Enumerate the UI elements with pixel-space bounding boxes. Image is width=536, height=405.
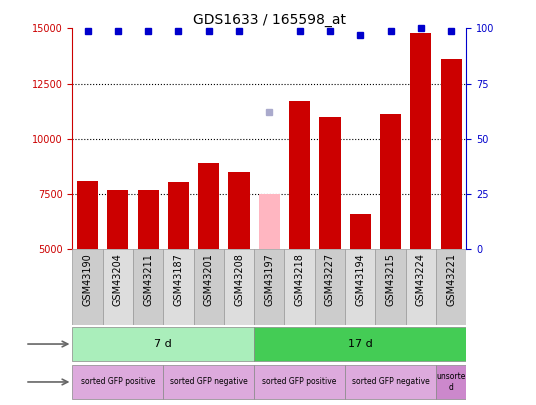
Text: GSM43227: GSM43227 xyxy=(325,253,335,306)
Bar xyxy=(406,249,436,325)
Text: sorted GFP negative: sorted GFP negative xyxy=(352,377,429,386)
Bar xyxy=(375,249,406,325)
Bar xyxy=(198,163,219,249)
Bar xyxy=(319,117,340,249)
Bar xyxy=(168,182,189,249)
Text: GSM43215: GSM43215 xyxy=(385,253,396,306)
Bar xyxy=(441,59,462,249)
Bar xyxy=(380,115,401,249)
Text: 7 d: 7 d xyxy=(154,339,172,349)
Text: GSM43197: GSM43197 xyxy=(264,253,274,306)
Bar xyxy=(349,214,371,249)
Bar xyxy=(72,249,103,325)
Text: sorted GFP positive: sorted GFP positive xyxy=(263,377,337,386)
Bar xyxy=(254,327,466,361)
Text: 17 d: 17 d xyxy=(348,339,373,349)
Text: GSM43218: GSM43218 xyxy=(295,253,304,306)
Text: GSM43201: GSM43201 xyxy=(204,253,214,306)
Bar xyxy=(133,249,163,325)
Bar xyxy=(315,249,345,325)
Bar xyxy=(436,365,466,399)
Title: GDS1633 / 165598_at: GDS1633 / 165598_at xyxy=(193,13,346,27)
Text: GSM43190: GSM43190 xyxy=(83,253,93,306)
Bar xyxy=(289,101,310,249)
Bar xyxy=(77,181,98,249)
Text: unsorte
d: unsorte d xyxy=(436,372,466,392)
Bar xyxy=(72,327,254,361)
Text: GSM43208: GSM43208 xyxy=(234,253,244,306)
Bar xyxy=(228,172,250,249)
Bar xyxy=(410,33,431,249)
Bar xyxy=(254,249,285,325)
Text: GSM43221: GSM43221 xyxy=(446,253,456,306)
Bar xyxy=(345,249,375,325)
Bar xyxy=(163,249,193,325)
Bar xyxy=(163,365,254,399)
Bar xyxy=(72,365,163,399)
Text: GSM43187: GSM43187 xyxy=(174,253,183,306)
Bar xyxy=(193,249,224,325)
Bar xyxy=(103,249,133,325)
Text: GSM43194: GSM43194 xyxy=(355,253,365,306)
Bar xyxy=(138,190,159,249)
Bar xyxy=(259,194,280,249)
Bar xyxy=(254,365,345,399)
Bar xyxy=(345,365,436,399)
Text: GSM43224: GSM43224 xyxy=(416,253,426,306)
Text: sorted GFP positive: sorted GFP positive xyxy=(80,377,155,386)
Bar xyxy=(285,249,315,325)
Bar xyxy=(107,190,129,249)
Text: GSM43211: GSM43211 xyxy=(143,253,153,306)
Bar xyxy=(224,249,254,325)
Bar xyxy=(436,249,466,325)
Text: GSM43204: GSM43204 xyxy=(113,253,123,306)
Text: sorted GFP negative: sorted GFP negative xyxy=(170,377,248,386)
